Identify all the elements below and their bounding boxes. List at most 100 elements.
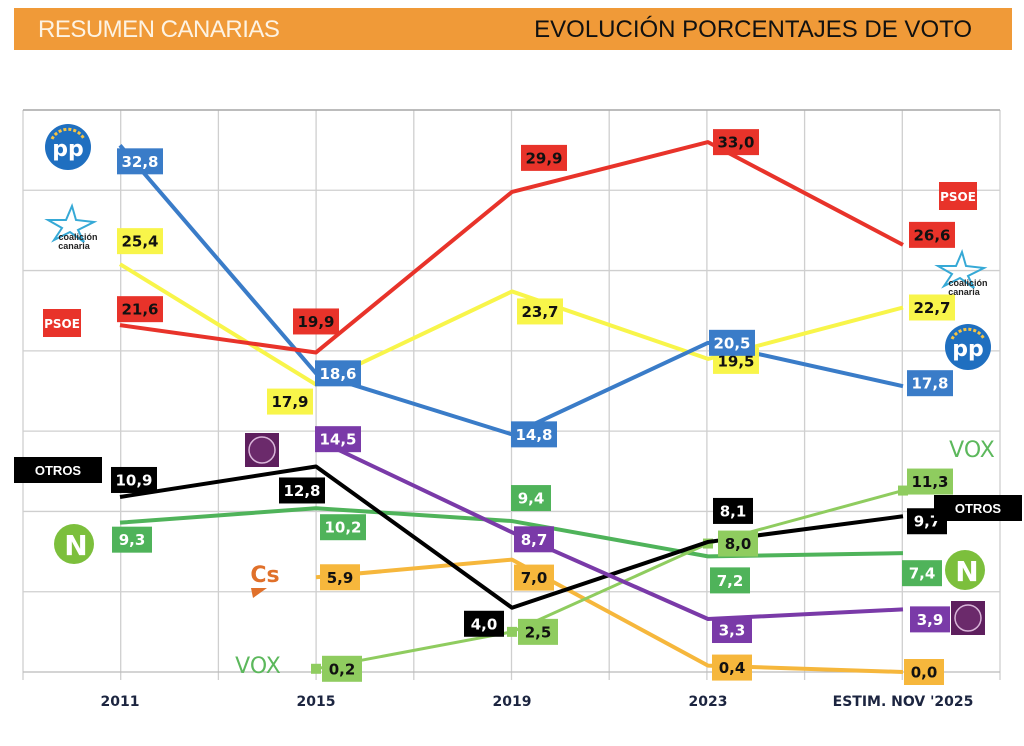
data-label: 10,9 (111, 466, 157, 493)
data-label-box (511, 421, 557, 448)
data-label-text: 32,8 (121, 153, 158, 171)
data-label: 2,5 (518, 618, 558, 645)
data-label: 9,4 (511, 485, 551, 512)
vox-marker (898, 485, 908, 496)
data-label: 20,5 (709, 329, 755, 356)
vox-logo: VOX (235, 654, 281, 679)
data-label: 8,0 (718, 530, 758, 557)
header-bar: RESUMEN CANARIAS EVOLUCIÓN PORCENTAJES D… (14, 8, 1012, 50)
otros-tag: OTROS (14, 457, 102, 483)
series-line (315, 437, 904, 622)
svg-text:coalición: coalición (948, 278, 987, 288)
data-label: 9,3 (112, 526, 152, 553)
data-label-box (907, 370, 953, 397)
data-label: 33,0 (713, 129, 759, 156)
data-label: 23,7 (517, 298, 563, 325)
data-label-text: 17,9 (271, 393, 308, 411)
series-line (315, 489, 904, 671)
data-label-text: 17,8 (911, 375, 948, 393)
data-label: 7,0 (514, 564, 554, 591)
data-label-box (713, 497, 753, 524)
data-label: 32,8 (117, 148, 163, 175)
data-label-box (518, 618, 558, 645)
data-label-text: 29,9 (525, 149, 562, 167)
data-label-text: 25,4 (121, 233, 158, 251)
nueva-canarias-logo: N (54, 524, 94, 564)
x-tick-label: 2015 (297, 694, 336, 710)
series-psoe (119, 140, 904, 355)
data-label-text: 19,5 (717, 352, 754, 370)
data-label-box (514, 526, 554, 553)
data-label-box (117, 228, 163, 255)
data-label-box (511, 485, 551, 512)
data-label-box (117, 296, 163, 323)
data-label: 11,3 (907, 468, 953, 495)
data-label-box (267, 388, 313, 415)
series-line (119, 464, 904, 610)
data-label-text: 10,9 (115, 471, 152, 489)
podemos-logo (951, 601, 985, 635)
data-label: 0,2 (322, 655, 362, 682)
data-label: 21,6 (117, 296, 163, 323)
series-nueva-canarias (119, 506, 904, 559)
data-label: 8,1 (713, 497, 753, 524)
data-label-box (910, 606, 950, 633)
svg-text:N: N (64, 529, 87, 562)
svg-text:canaria: canaria (58, 241, 91, 251)
grid (22, 109, 1001, 680)
x-tick-label: ESTIM. NOV '2025 (833, 694, 974, 710)
data-label-text: 21,6 (121, 301, 158, 319)
data-label-text: 9,7 (914, 513, 941, 531)
data-label-box (712, 617, 752, 644)
data-label-box (117, 148, 163, 175)
data-label-text: 8,1 (720, 502, 747, 520)
otros-tag: OTROS (934, 495, 1022, 521)
vox-logo: VOX (949, 438, 995, 463)
data-label-text: 26,6 (913, 226, 950, 244)
data-label: 8,7 (514, 526, 554, 553)
header-left-title: RESUMEN CANARIAS (38, 16, 280, 43)
otros-tag-text: OTROS (35, 463, 82, 478)
x-tick-label: 2023 (689, 694, 728, 710)
data-label-text: 12,8 (283, 482, 320, 500)
data-label-box (718, 530, 758, 557)
data-label-text: 3,3 (719, 622, 746, 640)
data-label: 22,7 (909, 294, 955, 321)
data-label-text: 10,2 (324, 519, 361, 537)
data-label-text: 14,8 (515, 426, 552, 444)
data-label-text: 8,0 (725, 535, 752, 553)
series-line (119, 506, 904, 559)
svg-text:PSOE: PSOE (940, 190, 976, 204)
vox-marker (507, 626, 517, 637)
data-label-box (904, 659, 944, 685)
psoe-logo: PSOE (43, 309, 81, 337)
data-label-box (315, 360, 361, 387)
data-label: 17,8 (907, 370, 953, 397)
vox-marker (311, 663, 321, 674)
data-label: 19,9 (293, 308, 339, 335)
data-label: 5,9 (320, 564, 360, 591)
data-label-box (320, 514, 366, 541)
data-label-text: 0,0 (911, 664, 938, 682)
data-label-text: 5,9 (327, 569, 354, 587)
data-label-text: 0,2 (329, 660, 356, 678)
data-label: 3,9 (910, 606, 950, 633)
data-label-box (111, 466, 157, 493)
nueva-canarias-logo: N (945, 550, 985, 590)
data-label-box (521, 144, 567, 171)
data-label: 4,0 (464, 610, 504, 637)
data-label-text: 8,7 (521, 531, 548, 549)
svg-text:canaria: canaria (948, 287, 981, 297)
series-line (119, 140, 904, 355)
data-label-box (902, 560, 942, 587)
data-label-box (709, 329, 755, 356)
data-label-text: 14,5 (319, 431, 356, 449)
data-label-text: 18,6 (319, 365, 356, 383)
data-label: 25,4 (117, 228, 163, 255)
podemos-logo (245, 433, 279, 467)
svg-text:pp: pp (52, 137, 84, 162)
data-label: 0,0 (904, 659, 944, 685)
data-label-box (322, 655, 362, 682)
data-label-text: 23,7 (521, 303, 558, 321)
